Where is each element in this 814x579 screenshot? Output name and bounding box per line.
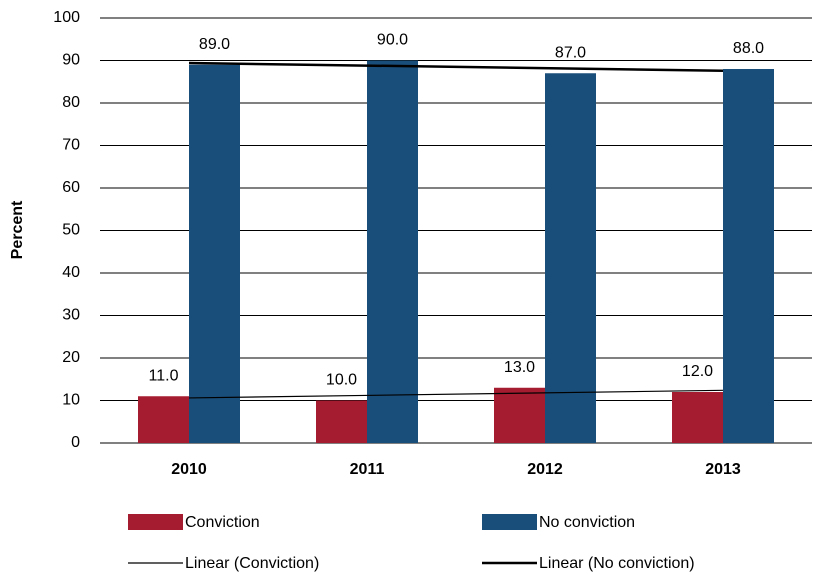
value-label: 13.0 <box>504 359 535 376</box>
y-tick-label: 20 <box>62 349 80 366</box>
x-tick-label: 2010 <box>171 461 207 478</box>
y-tick-label: 90 <box>62 52 80 69</box>
y-tick-label: 0 <box>71 434 80 451</box>
y-tick-label: 80 <box>62 94 80 111</box>
legend-label: Conviction <box>185 514 260 531</box>
legend-label: Linear (No conviction) <box>539 555 695 572</box>
x-tick-label: 2011 <box>350 461 385 478</box>
legend-swatch <box>128 514 183 530</box>
y-tick-label: 40 <box>62 264 80 281</box>
value-label: 90.0 <box>377 32 408 49</box>
value-label: 11.0 <box>149 367 179 384</box>
value-label: 12.0 <box>682 363 713 380</box>
bar <box>138 396 189 443</box>
trend-line <box>188 61 724 72</box>
value-label: 89.0 <box>199 36 230 53</box>
bar <box>723 69 774 443</box>
y-tick-label: 30 <box>62 307 80 324</box>
x-tick-label: 2012 <box>527 461 563 478</box>
y-tick-label: 70 <box>62 137 80 154</box>
bar <box>189 64 240 443</box>
y-axis-title: Percent <box>9 200 26 259</box>
x-tick-label: 2013 <box>705 461 741 478</box>
value-label: 10.0 <box>326 372 357 389</box>
value-label: 88.0 <box>733 40 764 57</box>
legend-label: Linear (Conviction) <box>185 555 319 572</box>
y-tick-label: 50 <box>62 222 80 239</box>
value-label: 87.0 <box>555 44 586 61</box>
bar <box>316 400 367 443</box>
trend-line <box>188 389 724 399</box>
bar <box>494 387 545 443</box>
y-tick-label: 100 <box>53 9 80 26</box>
y-tick-label: 10 <box>62 392 80 409</box>
y-tick-label: 60 <box>62 179 80 196</box>
bar <box>545 73 596 443</box>
legend-swatch <box>482 514 537 530</box>
bar <box>672 392 723 443</box>
bar <box>367 60 418 443</box>
legend-label: No conviction <box>539 514 635 531</box>
